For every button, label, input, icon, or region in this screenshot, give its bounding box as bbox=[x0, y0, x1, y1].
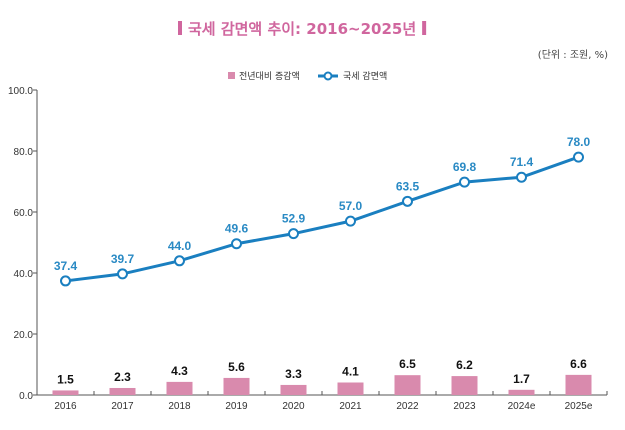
chart-title: 국세 감면액 추이: 2016~2025년 bbox=[188, 20, 416, 38]
line-label: 71.4 bbox=[510, 155, 534, 169]
x-tick-label: 2022 bbox=[396, 401, 419, 412]
bar bbox=[565, 374, 592, 395]
bar bbox=[280, 384, 307, 395]
x-tick-label: 2020 bbox=[282, 401, 305, 412]
line-point bbox=[516, 171, 527, 183]
bar-label: 6.6 bbox=[570, 357, 587, 371]
line-point bbox=[459, 176, 470, 188]
title-bar-right bbox=[422, 21, 427, 35]
line-label: 44.0 bbox=[168, 239, 192, 253]
x-tick-label: 2021 bbox=[339, 401, 362, 412]
line-label: 52.9 bbox=[282, 212, 306, 226]
bar bbox=[337, 382, 364, 395]
line-label: 57.0 bbox=[339, 199, 363, 213]
legend-line-label: 국세 감면액 bbox=[343, 70, 387, 82]
line-label: 69.8 bbox=[453, 160, 477, 174]
line-point bbox=[117, 268, 128, 280]
x-tick-label: 2017 bbox=[111, 401, 134, 412]
legend-bar-label: 전년대비 증감액 bbox=[239, 70, 300, 82]
bar-label: 2.3 bbox=[114, 370, 131, 384]
line-label: 39.7 bbox=[111, 252, 135, 266]
bar-label: 5.6 bbox=[228, 360, 245, 374]
x-tick-label: 2024e bbox=[508, 401, 536, 412]
legend-line-marker bbox=[323, 71, 333, 81]
line-series bbox=[65, 155, 579, 283]
line-point bbox=[174, 255, 185, 267]
bar bbox=[223, 377, 250, 395]
bar-label: 6.2 bbox=[456, 358, 473, 372]
line-point bbox=[231, 238, 242, 250]
bar-label: 3.3 bbox=[285, 367, 302, 381]
y-tick-label: 0.0 bbox=[19, 391, 33, 402]
unit-note: (단위 : 조원, %) bbox=[538, 48, 608, 61]
bar-label: 1.5 bbox=[57, 372, 74, 386]
x-tick-label: 2019 bbox=[225, 401, 248, 412]
bar bbox=[166, 381, 193, 395]
y-tick-label: 60.0 bbox=[14, 208, 34, 219]
x-tick-label: 2016 bbox=[54, 401, 77, 412]
y-tick-label: 20.0 bbox=[14, 330, 34, 341]
legend-bar-swatch bbox=[228, 72, 235, 79]
bar bbox=[52, 390, 79, 395]
line-label: 63.5 bbox=[396, 179, 420, 193]
x-tick-label: 2023 bbox=[453, 401, 476, 412]
x-tick-label: 2025e bbox=[565, 401, 593, 412]
bar bbox=[508, 389, 535, 395]
bar-label: 1.7 bbox=[513, 372, 530, 386]
bar-label: 4.1 bbox=[342, 364, 359, 378]
y-tick-label: 80.0 bbox=[14, 147, 34, 158]
line-point bbox=[60, 275, 71, 287]
line-label: 49.6 bbox=[225, 222, 249, 236]
bar bbox=[451, 376, 478, 395]
bar bbox=[109, 387, 136, 395]
y-tick-label: 40.0 bbox=[14, 269, 34, 280]
y-tick-label: 100.0 bbox=[8, 86, 33, 97]
line-label: 78.0 bbox=[567, 135, 591, 149]
bar-label: 4.3 bbox=[171, 364, 188, 378]
line-point bbox=[573, 151, 584, 163]
title-bar-left bbox=[178, 21, 182, 35]
line-point bbox=[402, 195, 413, 207]
line-point bbox=[345, 215, 356, 227]
x-tick-label: 2018 bbox=[168, 401, 191, 412]
line-label: 37.4 bbox=[54, 259, 78, 273]
bar-label: 6.5 bbox=[399, 357, 416, 371]
bar bbox=[394, 375, 421, 395]
line-point bbox=[288, 228, 299, 240]
